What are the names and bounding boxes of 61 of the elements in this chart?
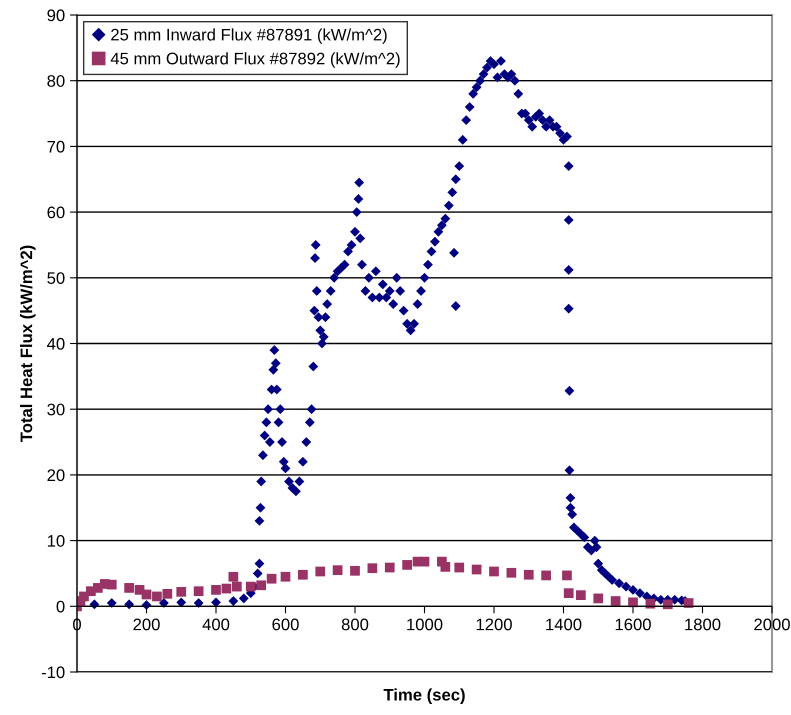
point bbox=[280, 572, 290, 582]
point bbox=[246, 582, 256, 592]
point bbox=[384, 562, 395, 572]
x-tick-label: 400 bbox=[202, 618, 230, 630]
point bbox=[541, 570, 551, 580]
point bbox=[194, 586, 204, 596]
point bbox=[152, 592, 162, 602]
x-axis-title: Time (sec) bbox=[384, 688, 465, 704]
point bbox=[472, 564, 482, 574]
point bbox=[454, 562, 464, 572]
point bbox=[124, 583, 134, 593]
y-tick-label: 40 bbox=[47, 338, 65, 350]
point bbox=[489, 566, 499, 576]
point bbox=[228, 572, 238, 582]
point bbox=[315, 566, 326, 576]
y-axis-title: Total Heat Flux (kW/m^2) bbox=[20, 246, 36, 442]
point bbox=[593, 594, 604, 604]
point bbox=[402, 560, 412, 570]
y-tick-label: 60 bbox=[48, 206, 65, 218]
y-tick-label: 20 bbox=[47, 469, 65, 482]
x-tick-label: 1800 bbox=[685, 618, 720, 630]
point bbox=[610, 596, 620, 606]
point bbox=[106, 580, 117, 590]
x-tick-label: 800 bbox=[342, 618, 368, 630]
point bbox=[142, 590, 152, 600]
x-tick-label: 1600 bbox=[616, 618, 651, 630]
point bbox=[298, 570, 308, 580]
y-tick-label: 70 bbox=[48, 140, 65, 153]
x-tick-label: 1000 bbox=[407, 618, 442, 630]
x-tick-label: 200 bbox=[133, 618, 160, 630]
point bbox=[524, 570, 534, 580]
x-tick-label: 1400 bbox=[546, 618, 582, 630]
point bbox=[506, 568, 516, 578]
x-tick-label: 2000 bbox=[754, 618, 790, 630]
point bbox=[350, 566, 360, 576]
legend-label: 25 mm Inward Flux #87891 (kW/m^2) bbox=[111, 28, 387, 44]
x-tick-label: 600 bbox=[272, 618, 299, 630]
point bbox=[420, 556, 430, 566]
point bbox=[211, 585, 221, 595]
point bbox=[222, 584, 232, 594]
y-tick-label: 90 bbox=[47, 9, 65, 22]
y-tick-label: -10 bbox=[42, 666, 65, 678]
point bbox=[162, 588, 172, 599]
y-tick-label: 30 bbox=[47, 404, 65, 416]
legend-label: 45 mm Outward Flux #87892 (kW/m^2) bbox=[110, 52, 400, 68]
point bbox=[256, 580, 266, 590]
y-tick-label: 80 bbox=[47, 75, 65, 87]
point bbox=[576, 590, 586, 600]
point bbox=[332, 565, 342, 576]
point bbox=[368, 563, 378, 574]
point bbox=[684, 598, 694, 608]
y-tick-label: 0 bbox=[56, 600, 65, 613]
y-tick-label: 50 bbox=[47, 272, 65, 284]
y-tick-label: 10 bbox=[48, 535, 65, 547]
point bbox=[176, 586, 186, 597]
point bbox=[562, 570, 572, 580]
point bbox=[440, 562, 450, 572]
point bbox=[266, 574, 276, 584]
point bbox=[564, 588, 574, 598]
x-tick-label: 1200 bbox=[476, 618, 512, 630]
point bbox=[232, 582, 242, 592]
